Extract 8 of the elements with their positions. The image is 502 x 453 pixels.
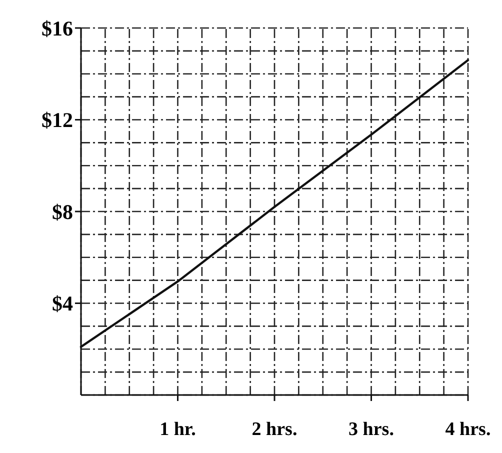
y-tick-label: $16 (42, 16, 73, 40)
y-tick-label: $12 (42, 108, 73, 132)
y-tick-label: $8 (52, 200, 73, 224)
x-tick-label: 2 hrs. (252, 419, 298, 440)
x-tick-label: 3 hrs. (348, 419, 394, 440)
y-tick-label: $4 (52, 292, 74, 316)
x-tick-label: 1 hr. (160, 419, 196, 440)
x-tick-label: 4 hrs. (445, 419, 491, 440)
